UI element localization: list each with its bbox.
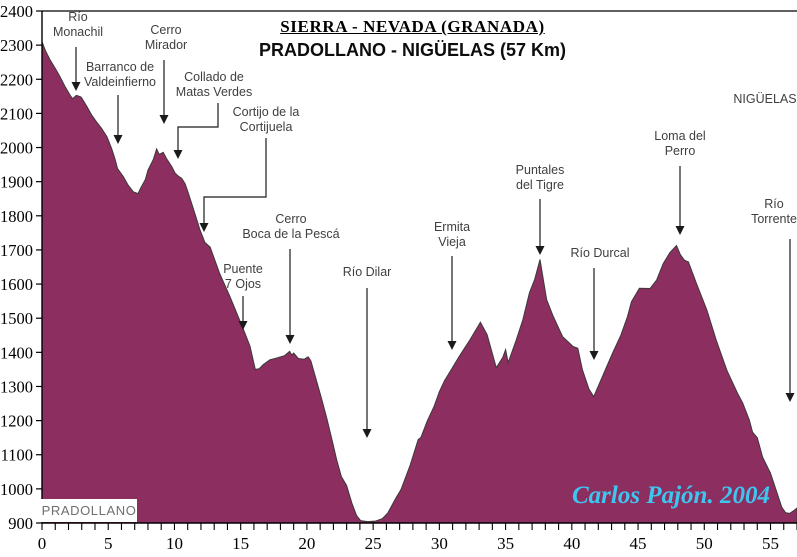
x-tick-label: 40 [563, 534, 580, 553]
annotation-arrowhead-icon [71, 82, 81, 91]
annotation-rio-torrente: Río Torrente [751, 197, 797, 402]
annotation-arrowhead-icon [199, 223, 209, 232]
annotation-label: Río Monachil [53, 10, 103, 39]
y-tick-label: 900 [8, 514, 33, 533]
chart-title: SIERRA - NEVADA (GRANADA) [280, 17, 545, 36]
annotation-label: Puntales del Tigre [516, 163, 565, 192]
annotation-arrowhead-icon [589, 351, 599, 360]
annotation-loma-del-perro: Loma del Perro [654, 129, 706, 235]
annotation-puntales-del-tigre: Puntales del Tigre [516, 163, 565, 255]
annotation-niguelas: NIGÜELAS [733, 92, 796, 106]
x-tick-label: 20 [298, 534, 315, 553]
annotation-label: Puente 7 Ojos [223, 262, 263, 291]
annotation-label: Cerro Boca de la Pescá [242, 212, 339, 241]
chart-subtitle: PRADOLLANO - NIGÜELAS (57 Km) [258, 40, 566, 60]
annotation-label: Collado de Matas Verdes [176, 70, 252, 99]
annotation-cerro-mirador: Cerro Mirador [145, 23, 187, 124]
y-tick-label: 1600 [0, 275, 33, 294]
annotation-rio-monachil: Río Monachil [53, 10, 103, 91]
y-tick-label: 1700 [0, 241, 33, 260]
annotation-arrowhead-icon [535, 246, 545, 255]
y-tick-label: 2400 [0, 2, 33, 21]
y-tick-label: 1000 [0, 480, 33, 499]
y-tick-label: 1300 [0, 377, 33, 396]
annotation-label: Río Torrente [751, 197, 797, 226]
y-tick-label: 2000 [0, 139, 33, 158]
x-tick-label: 25 [365, 534, 382, 553]
x-tick-label: 35 [497, 534, 514, 553]
annotation-cortijo-de-la-cortijuela: Cortijo de la Cortijuela [199, 105, 300, 232]
annotation-arrowhead-icon [447, 341, 457, 350]
annotation-arrowhead-icon [173, 150, 183, 159]
x-tick-label: 5 [104, 534, 113, 553]
y-tick-label: 2200 [0, 70, 33, 89]
x-tick-label: 50 [696, 534, 713, 553]
annotation-arrowhead-icon [238, 321, 248, 330]
y-tick-label: 1500 [0, 309, 33, 328]
annotation-label: Barranco de Valdeinfierno [84, 60, 156, 89]
x-tick-label: 10 [166, 534, 183, 553]
x-tick-label: 45 [630, 534, 647, 553]
y-tick-label: 1400 [0, 343, 33, 362]
terrain-area [41, 41, 797, 524]
annotation-arrowhead-icon [285, 335, 295, 344]
annotation-label: NIGÜELAS [733, 92, 796, 106]
annotation-puente-7-ojos: Puente 7 Ojos [223, 262, 263, 330]
annotation-arrowhead-icon [159, 115, 169, 124]
annotation-label: Cortijo de la Cortijuela [233, 105, 300, 134]
y-tick-label: 2100 [0, 104, 33, 123]
author-signature: Carlos Pajón. 2004 [572, 482, 770, 509]
y-tick-label: 1900 [0, 173, 33, 192]
annotation-arrow-line [203, 138, 267, 225]
annotation-arrowhead-icon [675, 226, 685, 235]
y-tick-label: 1100 [1, 446, 33, 465]
x-tick-label: 55 [762, 534, 779, 553]
annotation-cerro-boca-de-la-pesca: Cerro Boca de la Pescá [242, 212, 340, 344]
annotation-arrowhead-icon [785, 393, 795, 402]
annotation-rio-dilar: Río Dilar [343, 265, 392, 438]
annotation-label: Río Dilar [343, 265, 392, 279]
annotation-arrow-line [177, 103, 219, 152]
y-tick-label: 2300 [0, 36, 33, 55]
annotation-label: Cerro Mirador [145, 23, 187, 52]
annotation-ermita-vieja: Ermita Vieja [434, 220, 470, 350]
x-tick-label: 15 [232, 534, 249, 553]
start-label: PRADOLLANO [42, 503, 137, 518]
annotation-collado-de-matas-verdes: Collado de Matas Verdes [173, 70, 252, 159]
annotation-label: Ermita Vieja [434, 220, 470, 249]
y-tick-label: 1200 [0, 412, 33, 431]
annotation-barranco-de-valdeinfierno: Barranco de Valdeinfierno [84, 60, 156, 144]
x-tick-label: 30 [431, 534, 448, 553]
y-tick-label: 1800 [0, 207, 33, 226]
annotation-label: Loma del Perro [654, 129, 705, 158]
annotation-rio-durcal: Río Durcal [570, 246, 630, 360]
start-label-box [41, 499, 137, 522]
annotation-label: Río Durcal [570, 246, 629, 260]
x-tick-label: 0 [38, 534, 47, 553]
annotation-arrowhead-icon [113, 135, 123, 144]
annotation-arrowhead-icon [362, 429, 372, 438]
